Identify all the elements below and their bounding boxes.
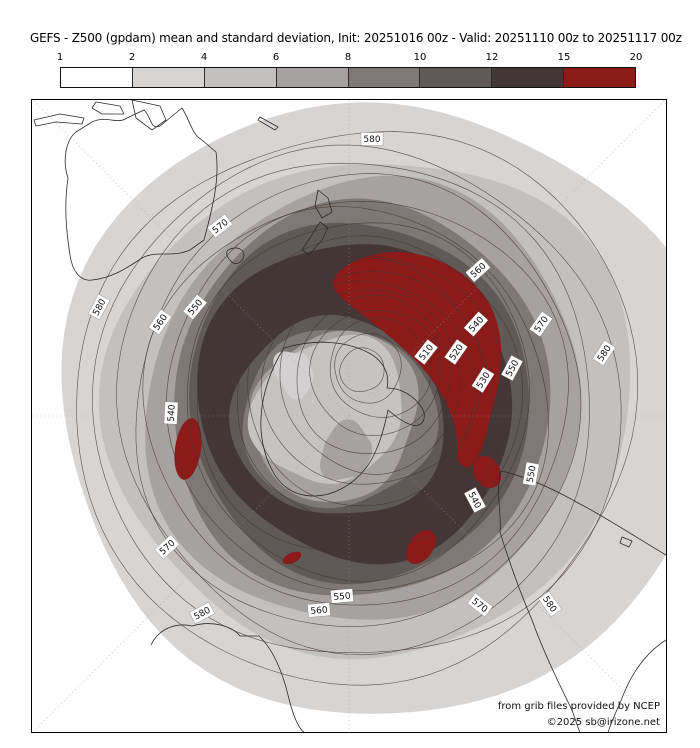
coastline	[257, 116, 279, 131]
colorbar-tick: 12	[485, 52, 499, 63]
z500-contour-530	[260, 280, 475, 485]
coastline	[91, 101, 125, 115]
svg-text:550: 550	[526, 465, 539, 484]
colorbar-tick: 8	[344, 52, 352, 63]
colorbar-tick: 1	[56, 52, 64, 63]
z500-contour-535	[247, 270, 483, 507]
z500-contour-525	[279, 289, 461, 475]
colorbar-tick: 2	[128, 52, 136, 63]
high-std-blob	[282, 551, 302, 565]
high-std-blob	[406, 529, 436, 565]
mean-z500-contours	[76, 131, 639, 686]
coastline	[619, 536, 633, 548]
contour-label: 580	[360, 132, 384, 146]
z500-contour-580	[92, 144, 622, 653]
colorbar-tick: 10	[413, 52, 427, 63]
colorbar-bin	[276, 68, 349, 87]
std-region-2-4	[273, 351, 314, 400]
coastline	[607, 639, 666, 732]
z500-contour-570	[135, 173, 582, 627]
colorbar-bin	[564, 68, 635, 87]
z500-contour-540	[237, 257, 493, 525]
high-std-blob	[174, 418, 202, 480]
contour-label: 540	[163, 401, 179, 425]
coastline	[314, 189, 333, 219]
z500-contour-550	[196, 235, 523, 552]
z500-contour-520	[296, 294, 451, 454]
colorbar-tick-row: 1 2 4 6 8 10 12 15 20	[0, 51, 700, 64]
svg-text:540: 540	[167, 404, 178, 422]
chart-title: GEFS - Z500 (gpdam) mean and standard de…	[30, 31, 682, 45]
colorbar	[60, 67, 636, 88]
credit-ncep: from grib files provided by NCEP	[497, 701, 660, 712]
colorbar-bin	[420, 68, 493, 87]
coastline	[301, 221, 329, 256]
coastline	[64, 107, 218, 281]
z500-contour-565	[142, 200, 569, 606]
z500-contour-555	[186, 222, 530, 582]
colorbar-bin	[204, 68, 277, 87]
z500-contour-575	[116, 163, 590, 656]
graticule-line	[32, 100, 666, 732]
contour-label: 550	[522, 461, 540, 487]
coastline	[33, 113, 85, 127]
svg-text:550: 550	[333, 591, 351, 602]
contour-label: 560	[307, 602, 331, 618]
colorbar-tick: 4	[200, 52, 208, 63]
coastline	[498, 470, 581, 732]
z500-contour-560	[166, 206, 549, 592]
colorbar-tick: 20	[629, 52, 643, 63]
coastline	[150, 623, 305, 732]
z500-contour-500	[339, 347, 385, 392]
colorbar-bin	[61, 68, 133, 87]
z500-contour-545	[211, 253, 507, 542]
contour-label: 550	[330, 588, 354, 604]
colorbar-bin	[132, 68, 205, 87]
credit-copyright: ©2025 sb@irizone.net	[546, 717, 660, 728]
z500-contour-505	[334, 333, 402, 404]
coastline	[131, 100, 167, 131]
coastline	[260, 341, 425, 497]
svg-text:580: 580	[363, 135, 380, 145]
std-dev-shading	[61, 102, 666, 714]
z500-contour-585	[76, 131, 639, 686]
high-std-kidney	[332, 252, 502, 468]
z500-contour-515	[309, 310, 441, 436]
colorbar-bin	[348, 68, 421, 87]
colorbar-tick: 15	[557, 52, 571, 63]
std-region-6-8	[320, 419, 373, 480]
colorbar-tick: 6	[272, 52, 280, 63]
map-panel: 580 570 550 560 580 540 570 580 560 550 570 580 540 5…	[31, 99, 667, 733]
coastline	[226, 247, 245, 264]
z500-contour-510	[329, 317, 432, 418]
svg-text:560: 560	[310, 605, 328, 616]
colorbar-bin	[492, 68, 565, 87]
